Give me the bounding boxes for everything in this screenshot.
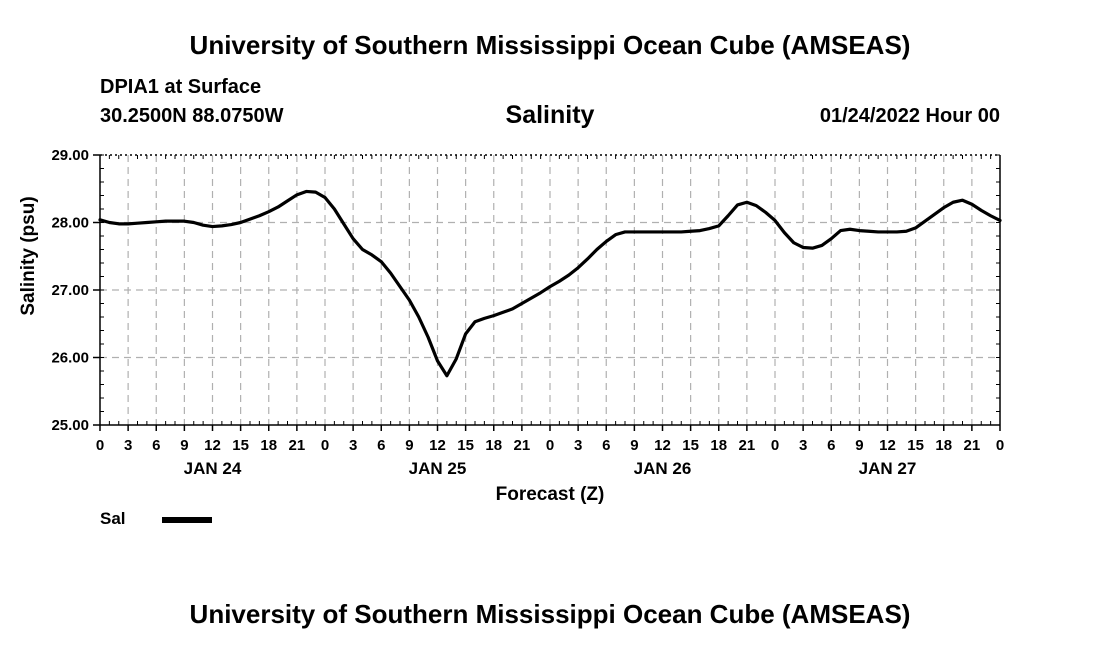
x-tick-label: 0 [771, 437, 779, 454]
y-tick-label: 29.00 [51, 147, 89, 164]
x-tick-label: 6 [827, 437, 835, 454]
y-tick-label: 27.00 [51, 282, 89, 299]
x-tick-label: 21 [514, 437, 531, 454]
day-label: JAN 25 [409, 459, 467, 478]
day-label: JAN 24 [184, 459, 242, 478]
x-tick-label: 3 [574, 437, 582, 454]
x-tick-label: 15 [682, 437, 699, 454]
x-tick-label: 0 [96, 437, 104, 454]
x-tick-label: 21 [739, 437, 756, 454]
x-tick-label: 15 [457, 437, 474, 454]
y-tick-label: 25.00 [51, 417, 89, 434]
x-tick-label: 0 [996, 437, 1004, 454]
series-layer [98, 189, 1002, 378]
x-tick-label: 9 [180, 437, 188, 454]
y-axis-label: Salinity (psu) [18, 196, 39, 315]
grid-layer [100, 155, 1000, 425]
x-tick-label: 18 [260, 437, 277, 454]
x-tick-label: 21 [964, 437, 981, 454]
y-tick-label: 26.00 [51, 350, 89, 367]
x-axis-label: Forecast (Z) [496, 484, 605, 505]
x-tick-label: 0 [321, 437, 329, 454]
x-tick-label: 9 [405, 437, 413, 454]
x-tick-label: 3 [124, 437, 132, 454]
x-tick-label: 18 [485, 437, 502, 454]
x-tick-label: 12 [654, 437, 671, 454]
x-tick-label: 18 [710, 437, 727, 454]
x-tick-label: 21 [289, 437, 306, 454]
x-tick-label: 0 [546, 437, 554, 454]
x-tick-label: 12 [879, 437, 896, 454]
axis-layer: 0 3 6 9 12 15 18 21 0 3 6 9 12 15 18 21 0 3 6 9 12 15 18 21 0 3 6 9… [51, 147, 1004, 478]
org-title-bottom: University of Southern Mississippi Ocean… [189, 599, 911, 629]
x-tick-label: 6 [602, 437, 610, 454]
coordinates-label: 30.2500N 88.0750W [100, 105, 284, 127]
x-tick-label: 9 [630, 437, 638, 454]
x-tick-label: 9 [855, 437, 863, 454]
series-line-sal [98, 189, 1002, 378]
x-tick-label: 15 [907, 437, 924, 454]
x-tick-label: 6 [152, 437, 160, 454]
x-tick-label: 15 [232, 437, 249, 454]
chart-title: Salinity [505, 101, 595, 129]
y-tick-label: 28.00 [51, 215, 89, 232]
day-label: JAN 26 [634, 459, 692, 478]
station-label: DPIA1 at Surface [100, 76, 262, 98]
legend-label: Sal [100, 509, 126, 528]
x-tick-label: 12 [429, 437, 446, 454]
legend-line-swatch [162, 517, 212, 523]
x-tick-label: 12 [204, 437, 221, 454]
x-tick-label: 3 [349, 437, 357, 454]
x-tick-label: 3 [799, 437, 807, 454]
x-tick-label: 18 [935, 437, 952, 454]
org-title-top: University of Southern Mississippi Ocean… [189, 30, 911, 60]
day-label: JAN 27 [859, 459, 917, 478]
x-tick-label: 6 [377, 437, 385, 454]
run-datetime-label: 01/24/2022 Hour 00 [819, 105, 1000, 127]
